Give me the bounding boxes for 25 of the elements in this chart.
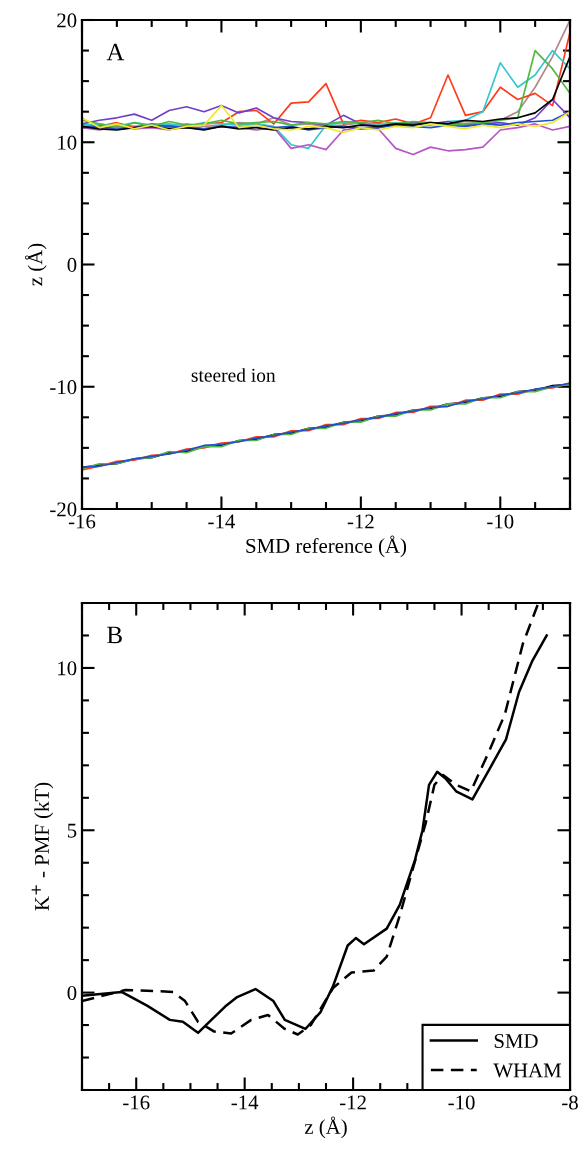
annotation: A (106, 43, 125, 61)
y-tick-label: 10 (58, 661, 77, 676)
x-tick-label: -14 (231, 1095, 259, 1110)
annotation: B (107, 626, 122, 644)
y-axis-title: z (Å) (24, 243, 47, 286)
y-tick-label: -10 (50, 380, 77, 395)
y-tick-label: 0 (67, 985, 77, 1001)
legend-label: SMD (494, 1034, 538, 1048)
x-tick-label: -10 (487, 514, 514, 529)
x-axis-title: z (Å) (304, 1116, 347, 1139)
y-tick-label: 20 (57, 13, 77, 28)
x-tick-label: -12 (347, 514, 374, 529)
y-axis-title: K$^{+}$ - PMF (kT) (31, 782, 54, 911)
legend-label: WHAM (493, 1063, 562, 1078)
y-tick-label: 0 (67, 257, 77, 272)
x-tick-label: -16 (123, 1095, 150, 1110)
x-tick-label: -14 (208, 514, 235, 529)
line-series (82, 104, 570, 134)
y-tick-label: 5 (67, 823, 77, 838)
x-axis-title: SMD reference (Å) (246, 535, 407, 558)
x-tick-label: -8 (562, 1095, 578, 1110)
x-tick-label: -10 (448, 1095, 475, 1110)
annotation: steered ion (191, 368, 276, 382)
x-tick-label: -12 (340, 1095, 366, 1110)
y-tick-label: 10 (58, 135, 77, 150)
